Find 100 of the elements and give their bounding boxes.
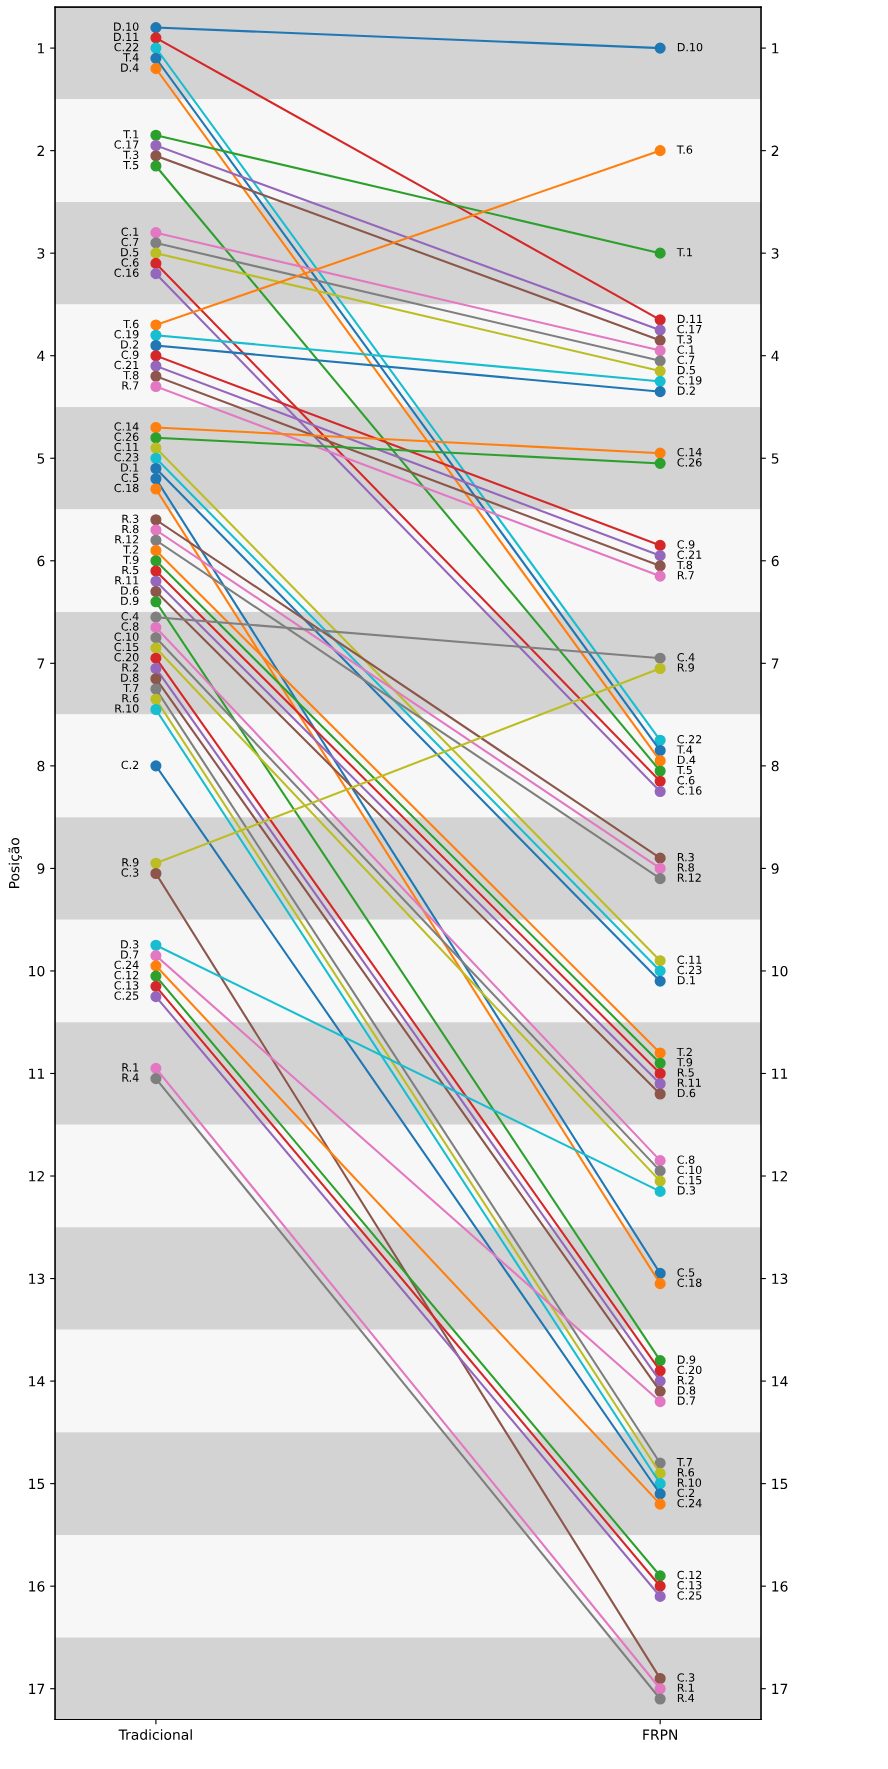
- series-label: C.17: [677, 324, 702, 334]
- text: C.14: [677, 447, 702, 457]
- point: [654, 560, 666, 572]
- series-label: C.21: [677, 550, 702, 559]
- point: [654, 1165, 666, 1177]
- point: [654, 1396, 666, 1408]
- point: [150, 237, 162, 249]
- y2-tick-label: 14: [772, 1376, 788, 1387]
- series-label: C.11: [677, 955, 702, 964]
- point: [150, 1062, 162, 1074]
- text: D.10: [677, 42, 703, 52]
- point: [150, 42, 162, 54]
- series-label: C.26: [677, 458, 702, 467]
- text: C.15: [114, 642, 139, 652]
- point: [654, 345, 666, 357]
- point: [150, 380, 162, 393]
- y-tick-label: 16: [29, 1581, 45, 1592]
- point: [150, 950, 162, 962]
- text: R.8: [677, 863, 694, 872]
- point: [654, 1590, 666, 1602]
- point: [150, 247, 162, 259]
- point: [150, 350, 162, 362]
- series-label: R.12: [677, 873, 701, 882]
- point: [150, 555, 162, 567]
- series-label: C.25: [677, 1591, 702, 1600]
- point: [150, 596, 162, 608]
- text: C.6: [121, 258, 139, 267]
- point: [150, 867, 162, 880]
- series-label: C.22: [677, 735, 702, 744]
- text: C.5: [121, 473, 139, 482]
- text: R.10: [677, 1478, 702, 1487]
- series-label: T.1: [676, 248, 692, 257]
- text: D.5: [677, 366, 696, 375]
- text: T.2: [123, 545, 139, 554]
- point: [150, 693, 162, 705]
- text: R.4: [677, 1693, 695, 1703]
- y2-tick-label: 16: [772, 1581, 788, 1592]
- text: C.9: [121, 350, 139, 359]
- point: [654, 975, 666, 987]
- y-tick-label: 5: [37, 453, 45, 464]
- point: [654, 386, 666, 398]
- point: [654, 1067, 666, 1080]
- y2-tick-label: 8: [771, 760, 779, 772]
- y-tick-label: 2: [37, 145, 44, 156]
- point: [150, 652, 162, 664]
- point: [654, 1672, 666, 1685]
- y-tick-label: 10: [29, 965, 45, 977]
- text: T.5: [123, 160, 139, 170]
- text: C.21: [114, 360, 139, 370]
- point: [150, 585, 162, 598]
- point: [150, 514, 162, 526]
- point: [654, 145, 666, 157]
- point: [654, 1088, 666, 1100]
- series-label: D.6: [121, 586, 139, 595]
- point: [150, 980, 162, 992]
- series-label: D.7: [121, 950, 139, 959]
- series-label: D.3: [121, 940, 139, 949]
- point: [150, 565, 162, 577]
- point: [150, 63, 162, 75]
- point: [150, 524, 162, 536]
- text: C.19: [114, 330, 139, 339]
- series-label: T.2: [676, 1047, 692, 1057]
- text: R.9: [677, 663, 694, 672]
- point: [150, 642, 162, 654]
- point: [654, 1375, 666, 1387]
- point: [654, 457, 666, 469]
- point: [654, 744, 666, 757]
- point: [654, 247, 666, 259]
- y2-tick-label: 2: [771, 145, 779, 156]
- point: [150, 473, 162, 485]
- series-label: C.2: [677, 1488, 695, 1498]
- point: [654, 355, 666, 367]
- text: T.6: [123, 319, 139, 329]
- point: [150, 1073, 162, 1085]
- y2-tick-label: 13: [772, 1273, 788, 1285]
- point: [150, 483, 162, 495]
- point: [654, 662, 666, 675]
- text: C.13: [114, 981, 139, 990]
- text: D.7: [677, 1396, 696, 1405]
- point: [654, 765, 666, 777]
- text: C.26: [114, 432, 139, 441]
- y2-tick-label: 5: [771, 453, 779, 464]
- point: [654, 334, 666, 346]
- series-label: C.7: [677, 355, 695, 365]
- point: [654, 1278, 666, 1290]
- text: C.7: [121, 237, 139, 247]
- y-tick-label: 8: [37, 760, 45, 772]
- text: T.1: [123, 130, 139, 139]
- point: [654, 1498, 666, 1510]
- point: [150, 360, 162, 372]
- point: [150, 452, 162, 464]
- series-label: R.2: [677, 1375, 694, 1385]
- text: C.16: [114, 268, 139, 277]
- series-label: R.3: [122, 514, 139, 523]
- text: C.17: [114, 140, 139, 149]
- text: C.8: [121, 622, 139, 631]
- series-label: T.8: [676, 560, 693, 570]
- point: [654, 775, 666, 787]
- point: [150, 960, 162, 972]
- point: [654, 1078, 666, 1090]
